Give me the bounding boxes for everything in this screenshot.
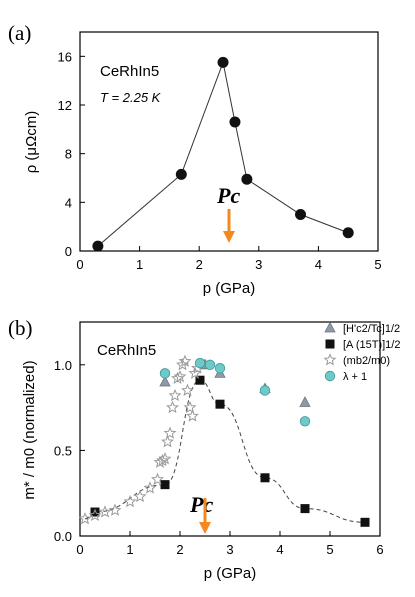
x-tick-label: 4 (315, 257, 322, 272)
x-tick-label: 4 (276, 542, 283, 557)
panel-a-series (92, 56, 354, 252)
legend-triangle-marker (324, 321, 336, 333)
triangle-point (299, 396, 311, 407)
y-tick-label: 8 (65, 147, 72, 162)
resistivity-point (217, 56, 229, 68)
y-tick-label: 1.0 (54, 358, 72, 373)
star-point (88, 508, 102, 521)
panel-b-series (78, 354, 370, 527)
y-tick-label: 4 (65, 195, 72, 210)
panel-b: (b) 0 1 2 3 4 5 6 0.0 0.5 1.0 p (GPa) m* / m0 (n… (8, 316, 400, 582)
x-tick-label: 5 (326, 542, 333, 557)
legend-circle-marker (324, 370, 336, 382)
pc-arrow-head (199, 522, 211, 534)
star-point (178, 354, 192, 367)
square-point (90, 507, 100, 517)
y-tick-label: 12 (58, 98, 72, 113)
panel-a-pc-arrow (223, 209, 235, 243)
panel-b-pc-label: Pc (189, 492, 213, 517)
circle-point (194, 357, 206, 369)
resistivity-point (229, 116, 241, 128)
y-tick-label: 16 (58, 49, 72, 64)
triangle-point (159, 375, 171, 387)
star-point (143, 481, 157, 494)
panel-a-x-axis-label: p (GPa) (203, 280, 256, 297)
panel-b-x-ticks: 0 1 2 3 4 5 6 (76, 531, 384, 557)
star-point (161, 435, 174, 448)
legend-star-marker (323, 353, 337, 366)
panel-b-x-axis-label: p (GPa) (204, 565, 257, 582)
square-point (215, 399, 225, 409)
x-tick-label: 3 (226, 542, 233, 557)
x-tick-label: 6 (376, 542, 383, 557)
star-point (181, 383, 194, 396)
resistivity-point (241, 173, 253, 185)
circle-point (259, 385, 271, 396)
star-point (168, 388, 182, 402)
x-tick-label: 5 (374, 257, 381, 272)
x-tick-label: 0 (76, 257, 83, 272)
x-tick-label: 2 (176, 542, 183, 557)
resistivity-point (295, 209, 307, 220)
square-point (300, 504, 310, 514)
legend-label: [A (15T)]1/2 (343, 339, 400, 351)
panel-a-y-ticks: 0 4 8 12 16 (58, 49, 85, 259)
legend-square-marker (325, 339, 335, 349)
panel-b-label: (b) (8, 316, 33, 340)
y-tick-label: 0 (65, 244, 72, 259)
star-point (176, 357, 189, 371)
panel-b-sample-label: CeRhIn5 (97, 342, 156, 359)
star-point (108, 503, 122, 516)
star-point (166, 400, 179, 414)
panel-a-pc-label: Pc (216, 183, 240, 208)
resistivity-point (175, 168, 187, 180)
resistivity-point (342, 227, 354, 239)
star-point (183, 400, 197, 414)
square-point (360, 517, 370, 527)
legend-label: (mb2/m0) (343, 355, 390, 367)
star-point (151, 472, 164, 486)
panel-a-label: (a) (8, 21, 31, 45)
star-point (163, 426, 177, 439)
legend-label: [H'c2/Tc]1/2 (343, 323, 400, 335)
panel-b-y-ticks: 0.0 0.5 1.0 (54, 358, 85, 544)
panel-b-pc-arrow (199, 498, 211, 534)
legend-label: λ + 1 (343, 371, 367, 383)
star-point (158, 452, 172, 465)
x-tick-label: 2 (196, 257, 203, 272)
panel-a-plot-area (79, 31, 379, 252)
x-tick-label: 1 (136, 257, 143, 272)
panel-a-sample-label: CeRhIn5 (100, 63, 159, 80)
square-point (160, 480, 170, 490)
x-tick-label: 0 (76, 542, 83, 557)
star-point (98, 505, 112, 518)
resistivity-point (92, 240, 104, 252)
y-tick-label: 0.5 (54, 443, 72, 458)
fit-curve-dashed (84, 379, 366, 523)
panel-b-y-axis-label: m* / m0 (normalized) (21, 360, 38, 499)
star-point (133, 489, 147, 503)
circle-point (214, 363, 226, 374)
star-point (78, 512, 92, 525)
square-point (195, 375, 205, 385)
star-point (123, 494, 137, 508)
circle-point (204, 359, 216, 371)
star-point (173, 369, 187, 383)
panel-a-x-ticks: 0 1 2 3 4 5 (76, 246, 382, 272)
panel-b-legend: [H'c2/Tc]1/2 [A (15T)]1/2 (mb2/m0) λ + 1 (323, 321, 400, 383)
x-tick-label: 3 (255, 257, 262, 272)
square-point (260, 473, 270, 483)
panel-a-y-axis-label: ρ (μΩcm) (23, 111, 40, 174)
circle-point (159, 368, 171, 379)
pc-arrow-head (223, 231, 235, 243)
panel-a-condition-label: T = 2.25 K (100, 90, 162, 105)
y-tick-label: 0.0 (54, 529, 72, 544)
x-tick-label: 1 (126, 542, 133, 557)
circle-point (299, 416, 311, 427)
star-point (186, 409, 199, 422)
